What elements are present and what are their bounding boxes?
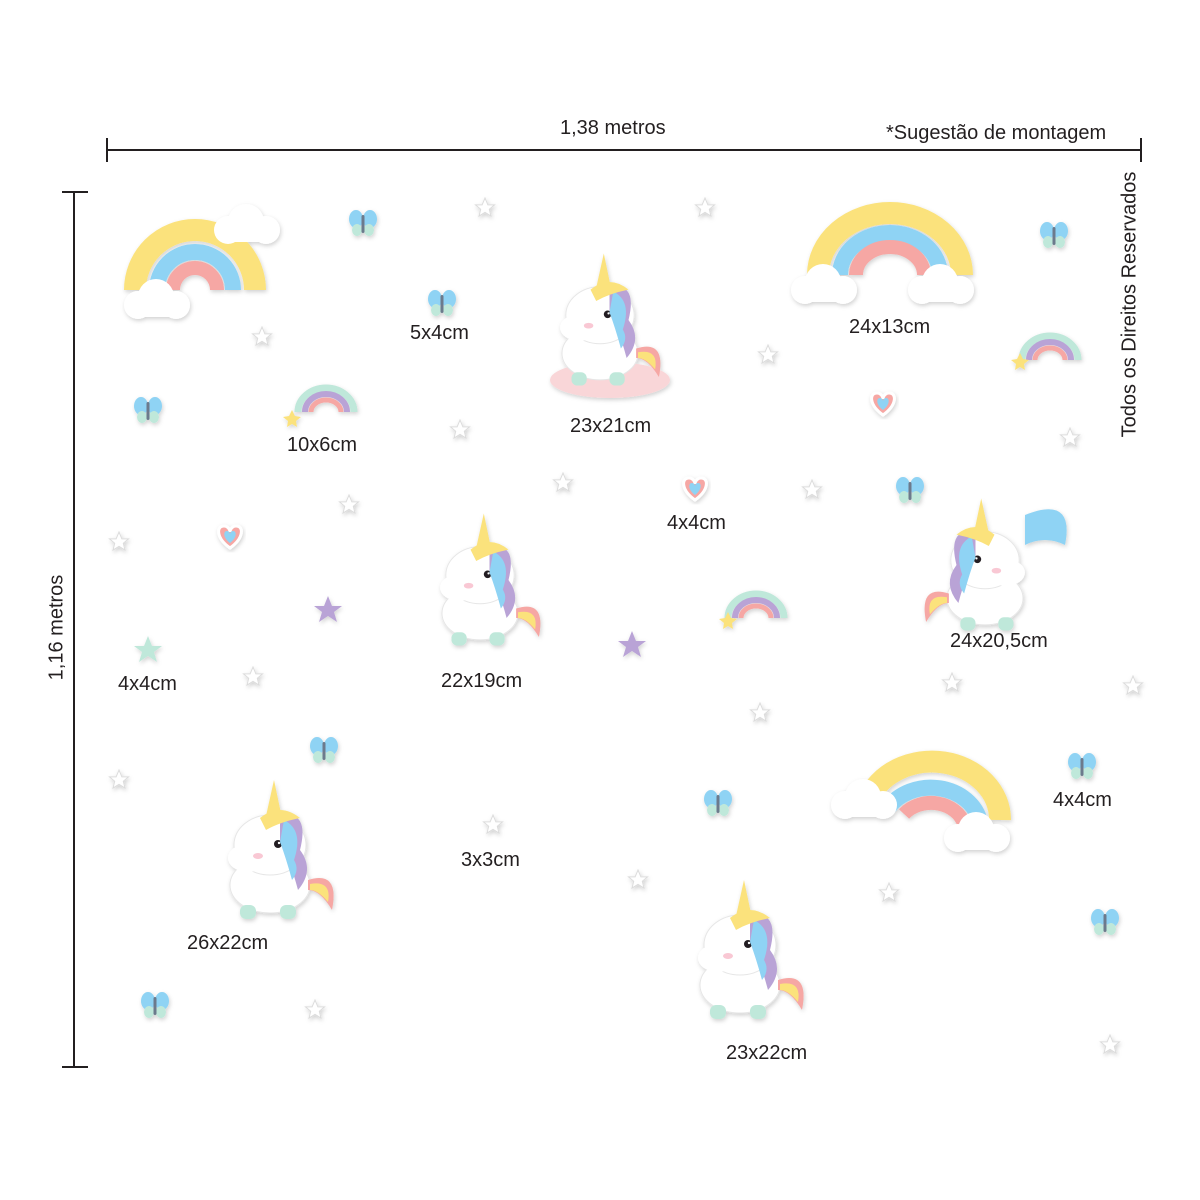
butterfly-icon [704, 790, 732, 816]
size-label-unicorn-running: 26x22cm [187, 932, 269, 954]
rainbow-small-right [1011, 332, 1082, 370]
rainbow-large-bottomright [831, 750, 1012, 852]
size-label-butterfly: 5x4cm [410, 322, 469, 344]
butterfly-icon [428, 290, 456, 316]
star-icon [618, 631, 646, 657]
size-label-unicorn-sitting: 23x21cm [570, 415, 652, 437]
butterfly-icon [896, 477, 924, 503]
size-label-unicorn-standing: 22x19cm [441, 670, 523, 692]
rainbow-small-left [283, 384, 358, 427]
unicorn-standing [439, 513, 541, 647]
unicorn-flying [924, 498, 1067, 632]
butterfly-icon [349, 210, 377, 236]
height-label: 1,16 metros [45, 574, 68, 681]
size-label-heart: 4x4cm [667, 512, 726, 534]
butterfly-icon [1040, 222, 1068, 248]
heart-icon [217, 524, 243, 550]
size-label-unicorn-bottom: 23x22cm [726, 1042, 808, 1064]
size-label-star: 4x4cm [118, 673, 177, 695]
butterfly-icon [310, 737, 338, 763]
heart-icon [870, 391, 896, 417]
size-label-unicorn-flying: 24x20,5cm [950, 630, 1048, 652]
butterfly-icon [1091, 909, 1119, 935]
star-icon [314, 596, 342, 622]
width-dimension-line [106, 138, 1142, 162]
butterfly-icon [1068, 753, 1096, 779]
size-label-rainbow-small: 10x6cm [287, 434, 358, 456]
size-label-butterfly-right: 4x4cm [1053, 789, 1112, 811]
size-label-star-small: 3x3cm [461, 849, 520, 871]
rainbow-large-topleft [124, 204, 280, 319]
rainbow-small-center [719, 590, 788, 629]
unicorn-sitting [550, 253, 670, 398]
size-label-rainbow-large: 24x13cm [849, 316, 931, 338]
unicorn-running [227, 779, 335, 920]
star-icon [134, 636, 162, 662]
heart-icon [682, 476, 708, 502]
butterfly-icon [134, 397, 162, 423]
butterfly-icon [141, 992, 169, 1018]
height-dimension-line [62, 191, 88, 1068]
width-label: 1,38 metros [560, 117, 666, 139]
assembly-note: *Sugestão de montagem [886, 122, 1107, 144]
copyright-label: Todos os Direitos Reservados [1118, 171, 1141, 438]
rainbow-large-topright [791, 202, 974, 304]
unicorn-bottom [697, 879, 805, 1020]
